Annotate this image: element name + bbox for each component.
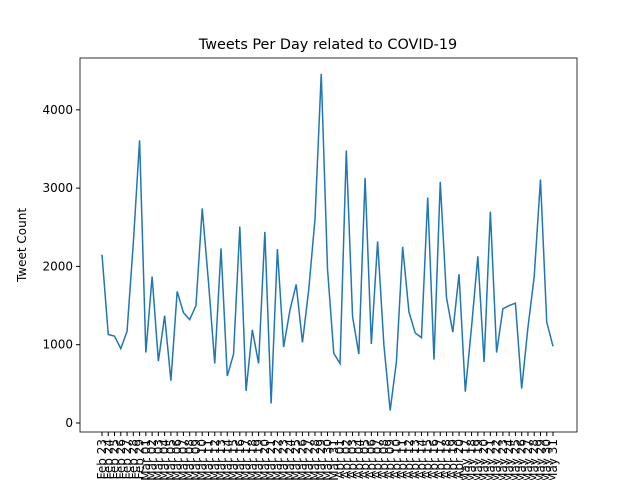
x-tick-label: Mar 24	[283, 439, 297, 480]
x-tick-label: Mar 11	[201, 439, 215, 480]
x-tick-label: Mar 30	[321, 439, 335, 480]
x-tick-label: May 31	[546, 439, 560, 480]
x-tick-label: Apr 03	[346, 439, 360, 479]
x-tick-label: Mar 18	[245, 439, 259, 480]
x-tick-label: Mar 05	[164, 439, 178, 480]
x-tick-label: Feb 23	[95, 439, 109, 479]
x-tick-label: Mar 12	[208, 439, 222, 480]
x-tick-label: Feb 26	[114, 439, 128, 479]
x-tick-label: Apr 11	[396, 439, 410, 479]
y-tick-label: 0	[65, 416, 73, 430]
x-tick-label: Mar 27	[302, 439, 316, 480]
plot-frame	[79, 57, 578, 433]
x-tick-label: Apr 18	[440, 439, 454, 479]
x-tick-label: Mar 16	[233, 439, 247, 480]
x-tick-label: Mar 03	[151, 439, 165, 480]
x-tick-label: Apr 09	[383, 439, 397, 479]
x-tick-label: May 20	[477, 439, 491, 480]
y-axis-label: Tweet Count	[15, 208, 29, 283]
x-tick-label: May 25	[508, 439, 522, 480]
x-tick-label: Feb 24	[101, 439, 115, 479]
x-tick-label: May 26	[515, 439, 529, 480]
x-tick-label: Mar 02	[145, 439, 159, 480]
x-tick-label: Mar 06	[170, 439, 184, 480]
x-tick-label: Apr 20	[452, 439, 466, 479]
x-tick-label: Mar 17	[239, 439, 253, 480]
x-tick-label: Mar 20	[258, 439, 272, 480]
x-tick-label: Mar 10	[195, 439, 209, 480]
x-tick-label: Mar 31	[327, 439, 341, 480]
x-tick-label: May 22	[490, 439, 504, 480]
x-tick-label: Mar 13	[214, 439, 228, 480]
x-tick-label: Mar 08	[183, 439, 197, 480]
y-tick-label: 2000	[42, 259, 73, 273]
x-tick-label: Mar 23	[277, 439, 291, 480]
x-tick-label: Feb 27	[120, 439, 134, 479]
x-tick-label: Apr 10	[389, 439, 403, 479]
x-tick-label: May 30	[540, 439, 554, 480]
x-tick-label: May 28	[527, 439, 541, 480]
x-tick-label: May 23	[496, 439, 510, 480]
x-tick-label: Apr 02	[339, 439, 353, 479]
x-tick-label: Apr 17	[433, 439, 447, 479]
x-tick-label: Mar 29	[314, 439, 328, 480]
x-tick-label: Mar 26	[295, 439, 309, 480]
x-tick-label: Mar 25	[289, 439, 303, 480]
x-tick-label: Mar 04	[158, 439, 172, 480]
x-tick-label: May 27	[521, 439, 535, 480]
data-line	[101, 73, 554, 411]
chart-title: Tweets Per Day related to COVID-19	[198, 37, 457, 53]
x-tick-label: Mar 21	[264, 439, 278, 480]
x-tick-label: Feb 28	[126, 439, 140, 479]
x-tick-label: Apr 07	[371, 439, 385, 479]
x-tick-label: Apr 13	[408, 439, 422, 479]
x-tick-label: Feb 29	[133, 439, 147, 479]
x-tick-label: Apr 15	[421, 439, 435, 479]
y-tick-label: 4000	[42, 103, 73, 117]
x-tick-label: May 29	[533, 439, 547, 480]
x-tick-label: Apr 19	[446, 439, 460, 479]
x-tick-label: Apr 16	[427, 439, 441, 479]
x-tick-label: Apr 14	[414, 439, 428, 479]
x-tick-label: May 17	[458, 439, 472, 480]
x-tick-label: Apr 08	[377, 439, 391, 479]
x-tick-label: Mar 07	[176, 439, 190, 480]
x-tick-label: Apr 06	[364, 439, 378, 479]
x-tick-label: Apr 12	[402, 439, 416, 479]
x-tick-label: Mar 19	[252, 439, 266, 480]
x-tick-label: Mar 15	[227, 439, 241, 480]
x-tick-label: Apr 05	[358, 439, 372, 479]
x-tick-label: May 19	[471, 439, 485, 480]
x-tick-label: Apr 04	[352, 439, 366, 479]
x-tick-label: Apr 01	[333, 439, 347, 479]
x-tick-label: Mar 14	[220, 439, 234, 480]
x-tick-label: Mar 01	[139, 439, 153, 480]
x-tick-label: Mar 22	[270, 439, 284, 480]
y-tick-label: 3000	[42, 181, 73, 195]
x-tick-label: May 24	[502, 439, 516, 480]
x-tick-label: Mar 28	[308, 439, 322, 480]
x-tick-label: Feb 25	[108, 439, 122, 479]
y-tick-label: 1000	[42, 338, 73, 352]
x-tick-label: Mar 09	[189, 439, 203, 480]
x-tick-label: May 21	[483, 439, 497, 480]
x-tick-label: May 18	[465, 439, 479, 480]
